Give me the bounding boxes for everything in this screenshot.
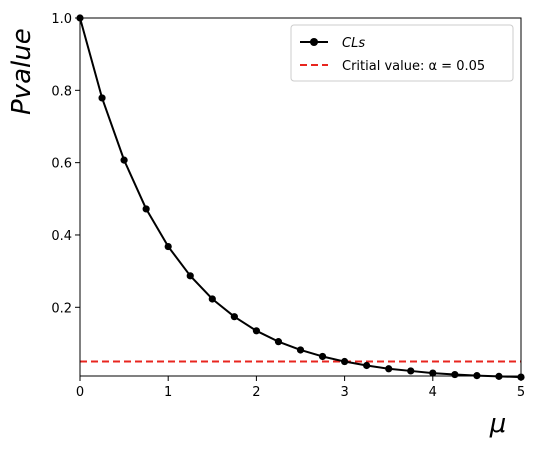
y-tick-label: 0.8 bbox=[51, 84, 72, 99]
data-point bbox=[429, 369, 437, 377]
legend-cls-label: CLs bbox=[342, 36, 365, 51]
data-point bbox=[407, 367, 415, 375]
x-tick-label: 5 bbox=[517, 385, 525, 400]
data-point bbox=[230, 313, 238, 321]
legend-critical-label: Critial value: α = 0.05 bbox=[342, 59, 485, 74]
y-axis-label: Pvalue bbox=[7, 28, 37, 115]
x-tick-label: 1 bbox=[164, 385, 172, 400]
legend-box bbox=[290, 24, 514, 82]
plot-content bbox=[76, 14, 525, 381]
x-axis-ticks: 0 1 2 3 4 5 bbox=[76, 376, 525, 400]
x-tick-label: 0 bbox=[76, 385, 84, 400]
data-point bbox=[164, 242, 172, 251]
data-point bbox=[252, 327, 260, 335]
data-point bbox=[186, 272, 194, 280]
y-axis-ticks: 0.2 0.4 0.6 0.8 1.0 bbox=[51, 12, 80, 316]
data-point bbox=[208, 295, 216, 303]
x-tick-label: 2 bbox=[252, 385, 260, 400]
data-point bbox=[296, 346, 305, 354]
data-point bbox=[451, 370, 459, 379]
plot-frame bbox=[79, 17, 522, 377]
legend-cls-marker bbox=[310, 38, 318, 46]
data-point bbox=[341, 357, 349, 366]
x-axis-label: μ bbox=[489, 409, 507, 439]
x-tick-label: 4 bbox=[429, 385, 437, 400]
y-tick-label: 0.4 bbox=[51, 229, 72, 244]
data-point bbox=[98, 94, 106, 102]
data-point bbox=[363, 361, 371, 370]
y-tick-label: 1.0 bbox=[51, 12, 72, 27]
data-point bbox=[120, 156, 128, 164]
data-point bbox=[274, 338, 283, 346]
data-point bbox=[318, 352, 327, 361]
data-point bbox=[385, 365, 393, 373]
y-tick-label: 0.6 bbox=[51, 157, 72, 172]
legend: CLs Critial value: α = 0.05 bbox=[290, 24, 514, 82]
data-point bbox=[142, 205, 150, 213]
x-tick-label: 3 bbox=[340, 385, 348, 400]
y-tick-label: 0.2 bbox=[51, 301, 72, 316]
